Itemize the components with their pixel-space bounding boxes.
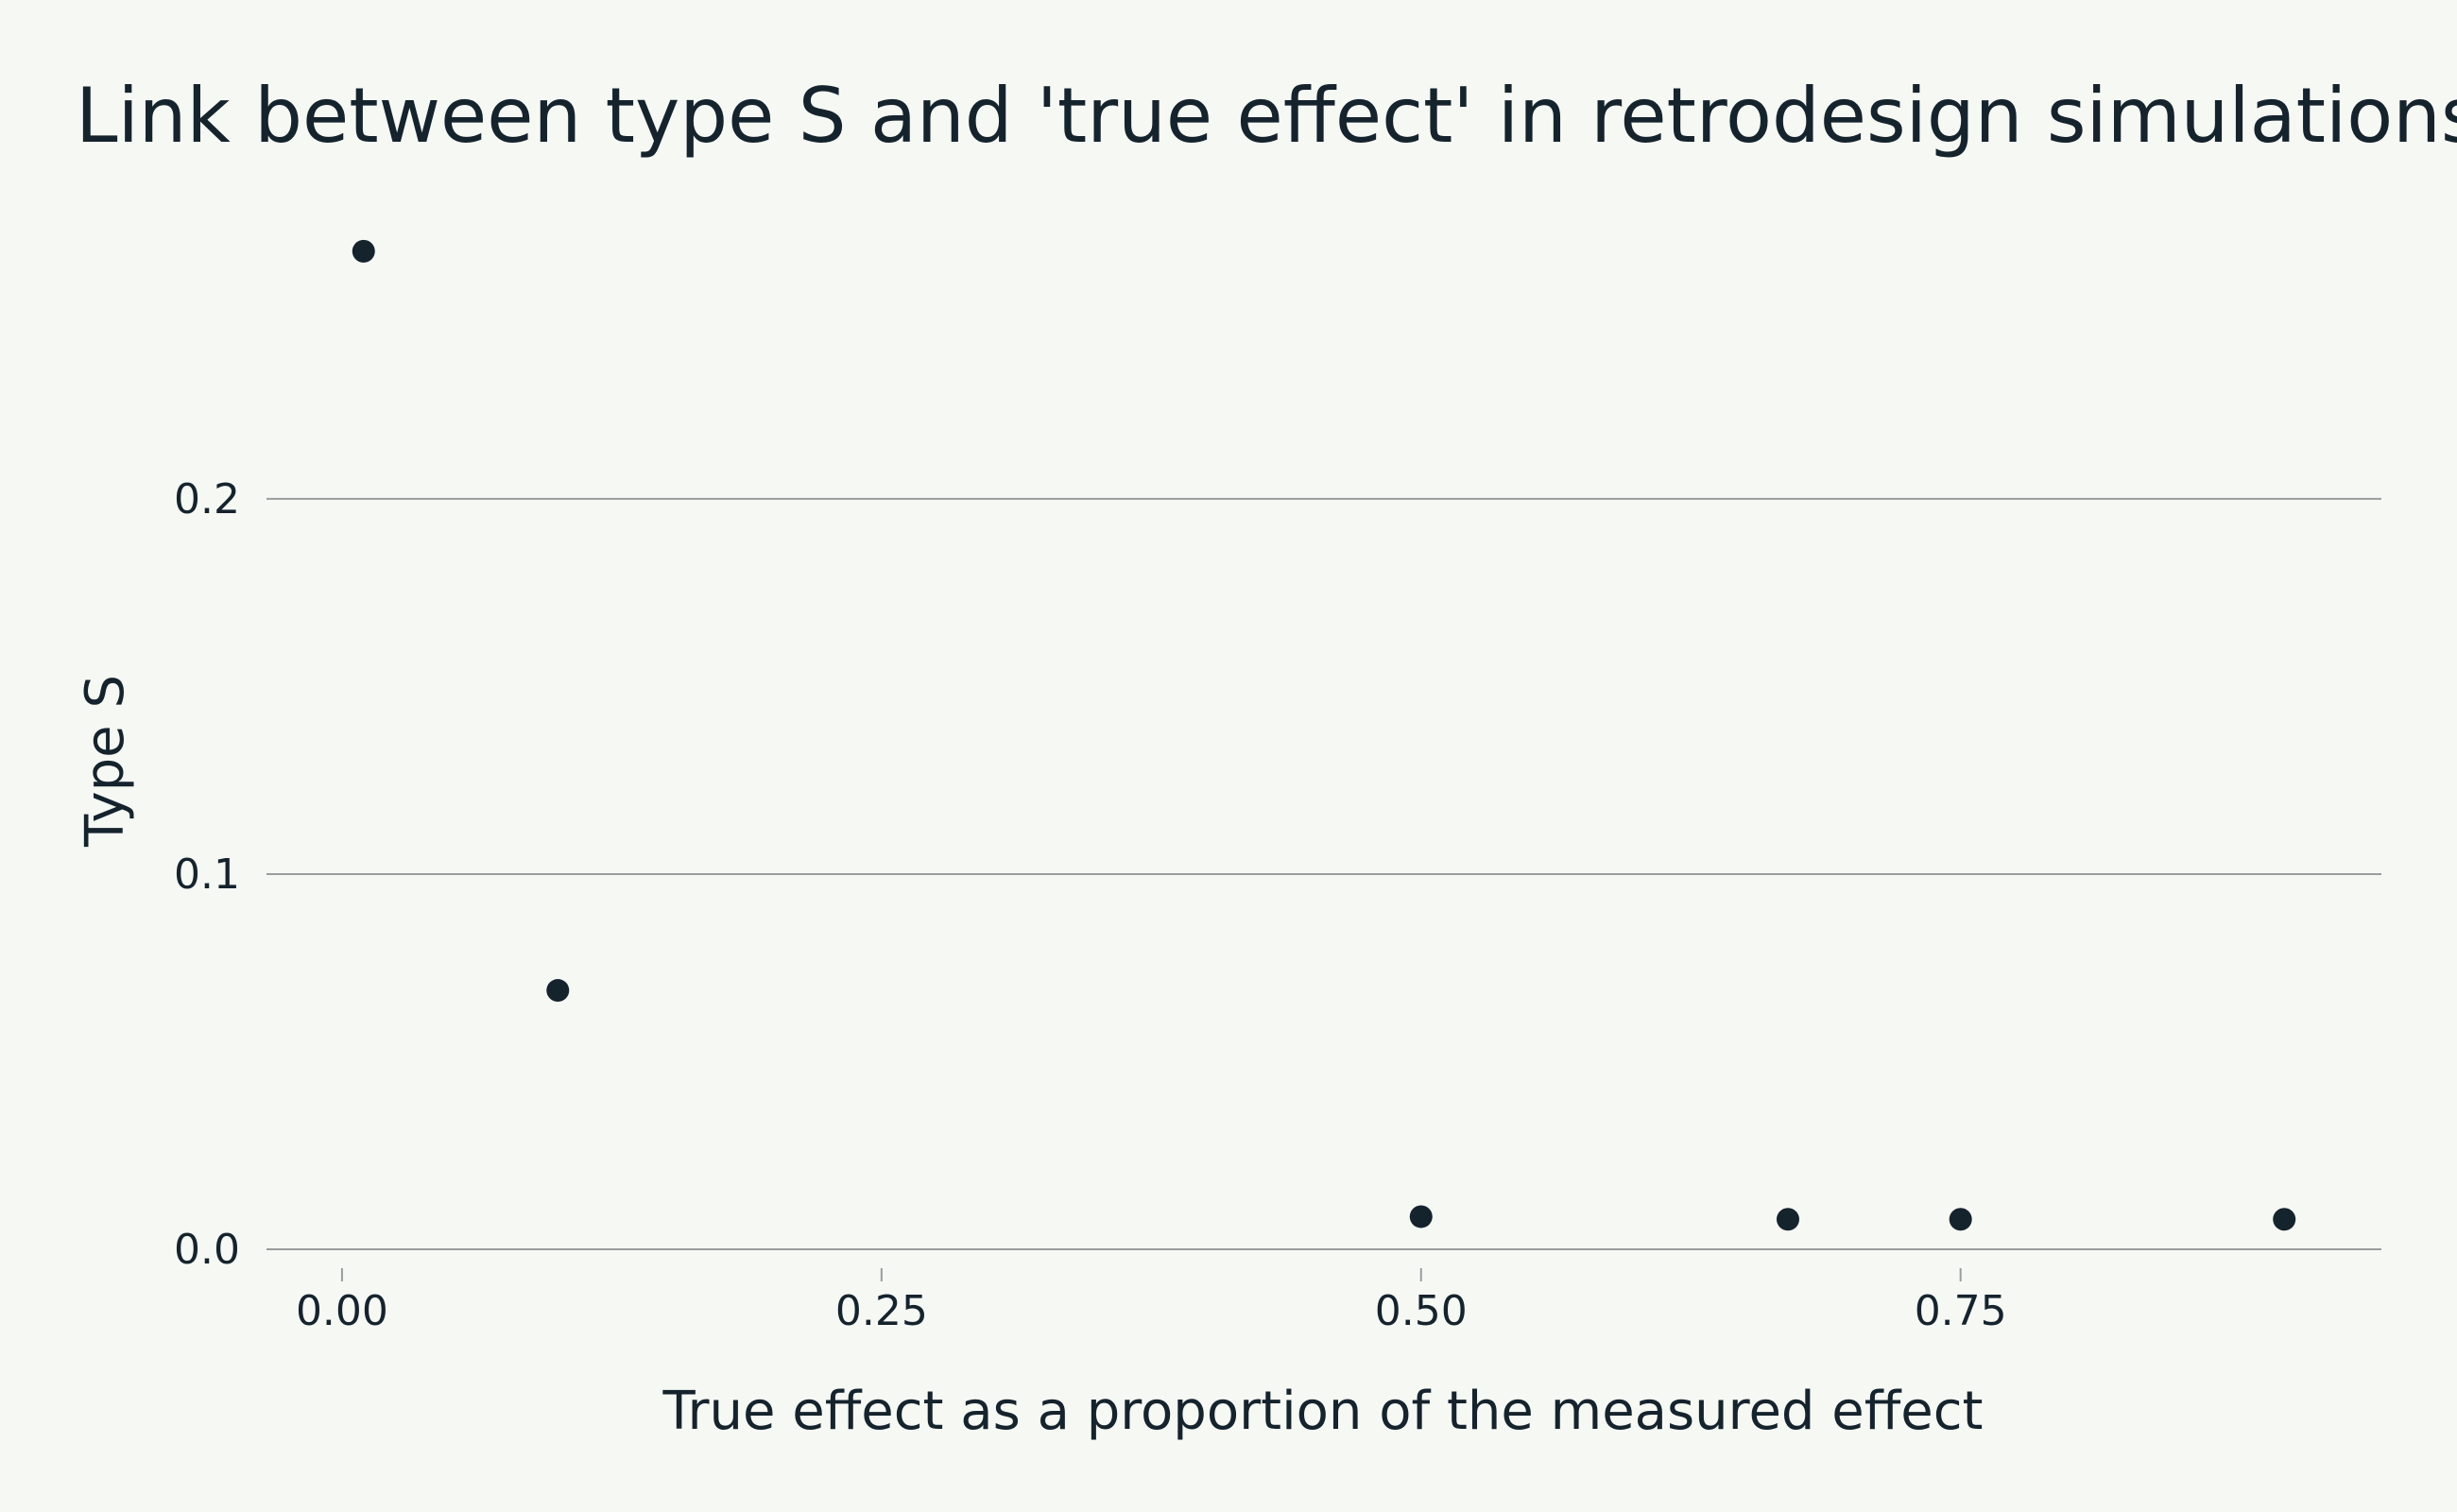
y-tick-label: 0.1 [174, 850, 240, 899]
point-layer [352, 239, 2296, 1231]
grid-layer [266, 497, 2381, 1250]
chart-title: Link between type S and 'true effect' in… [76, 72, 2457, 160]
data-point [1776, 1208, 1799, 1231]
y-tick-label: 0.2 [174, 475, 240, 524]
x-axis-title: True effect as a proportion of the measu… [662, 1381, 1984, 1442]
y-axis-title: Type S [75, 675, 136, 848]
data-point [352, 239, 375, 263]
x-tick-label: 0.50 [1375, 1287, 1468, 1335]
x-tick-label: 0.25 [835, 1287, 928, 1335]
data-point [1409, 1205, 1433, 1228]
data-point [1949, 1208, 1972, 1231]
y-tick-label: 0.0 [174, 1226, 240, 1274]
tick-layer: 0.0 0.1 0.2 0.00 0.25 0.50 0.75 [174, 475, 2007, 1335]
x-tick-label: 0.75 [1915, 1287, 2007, 1335]
x-tick-label: 0.00 [296, 1287, 388, 1335]
data-point [546, 979, 570, 1003]
data-point [2273, 1208, 2296, 1231]
